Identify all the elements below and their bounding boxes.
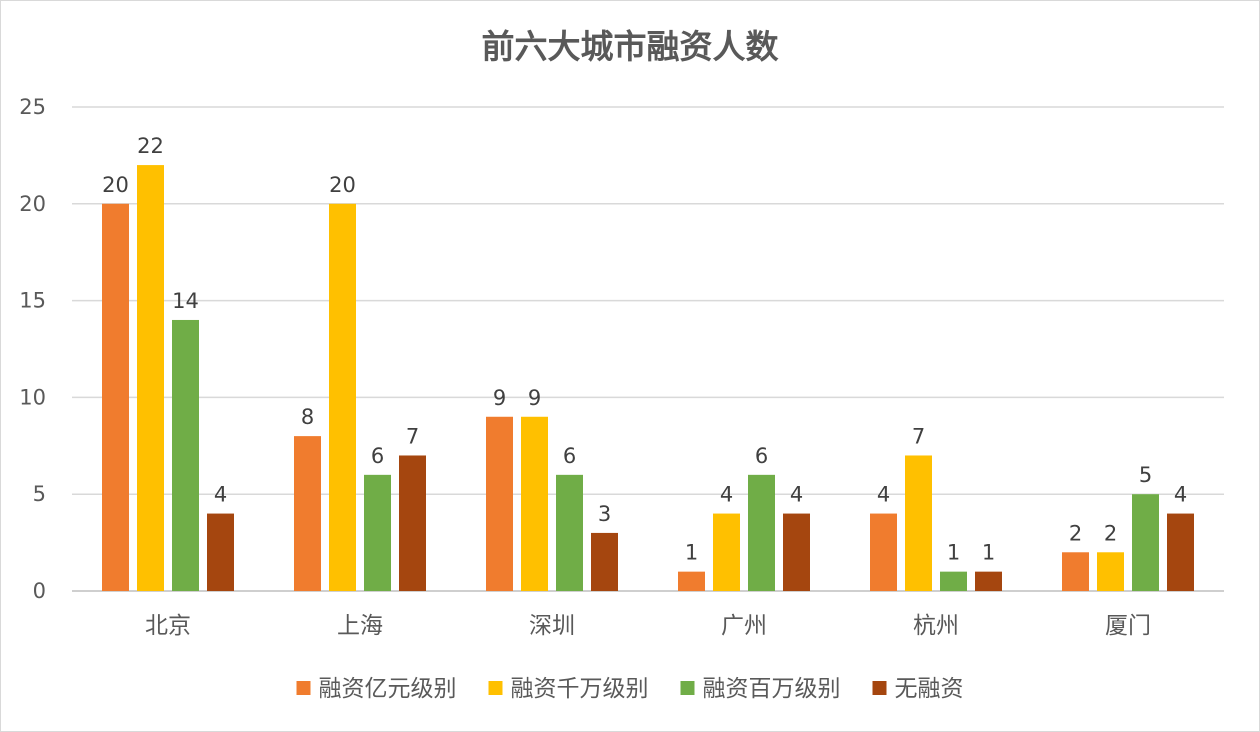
bar [940,571,967,591]
legend-item: 融资亿元级别 [296,676,457,702]
bar [399,455,426,591]
bar [364,474,391,591]
data-label: 4 [720,483,733,507]
bar [1132,494,1159,591]
data-label: 8 [301,405,314,429]
data-label: 2 [1069,521,1082,545]
bar [748,474,775,591]
chart-title: 前六大城市融资人数 [482,27,780,66]
bar [678,571,705,591]
x-category-label: 深圳 [529,613,575,639]
bars [102,165,1194,592]
data-label: 4 [877,483,890,507]
legend: 融资亿元级别 融资千万级别 融资百万级别 无融资 [296,676,964,702]
bar [102,203,129,592]
bar [975,571,1002,591]
data-label: 4 [1174,483,1187,507]
data-label: 14 [172,289,199,313]
data-label: 1 [947,541,960,565]
legend-label: 融资亿元级别 [319,676,457,702]
bar [905,455,932,591]
legend-swatch [488,681,503,695]
data-label: 4 [790,483,803,507]
legend-item: 融资百万级别 [680,676,841,702]
bar [1097,552,1124,591]
data-label: 2 [1104,521,1117,545]
data-label: 20 [102,173,129,197]
x-category-label: 杭州 [913,613,959,639]
x-category-label: 上海 [337,613,383,639]
data-label: 7 [912,424,925,448]
y-tick-label: 10 [19,385,46,409]
y-tick-label: 0 [33,579,46,603]
bar [591,532,618,591]
data-label: 1 [685,541,698,565]
data-label: 20 [329,173,356,197]
bar [870,513,897,591]
bar [1167,513,1194,591]
legend-label: 融资千万级别 [511,676,649,702]
data-label: 9 [493,386,506,410]
y-axis-ticks: 0 5 10 15 20 25 [19,95,46,603]
data-label: 6 [755,444,768,468]
x-category-label: 广州 [721,613,767,639]
gridlines [72,106,1224,592]
data-label: 5 [1139,463,1152,487]
y-tick-label: 5 [33,482,46,506]
data-label: 9 [528,386,541,410]
bar [1062,552,1089,591]
legend-swatch [296,681,311,695]
x-axis-categories: 北京 上海 深圳 广州 杭州 厦门 [145,613,1151,639]
bar [172,319,199,591]
bar [207,513,234,591]
data-label: 6 [371,444,384,468]
bar [294,436,321,591]
y-tick-label: 25 [19,95,46,119]
y-tick-label: 20 [19,192,46,216]
bar [713,513,740,591]
legend-label: 无融资 [895,676,964,702]
data-label: 22 [137,134,164,158]
legend-swatch [680,681,695,695]
data-label: 3 [598,502,611,526]
x-category-label: 北京 [145,613,191,639]
data-label: 4 [214,483,227,507]
x-category-label: 厦门 [1105,613,1151,639]
bar [521,416,548,591]
legend-swatch [872,681,887,695]
bar [486,416,513,591]
bar [329,203,356,592]
data-label: 6 [563,444,576,468]
legend-item: 无融资 [872,676,964,702]
bar [137,165,164,591]
data-label: 1 [982,541,995,565]
bar [783,513,810,591]
legend-item: 融资千万级别 [488,676,649,702]
bar [556,474,583,591]
data-label: 7 [406,424,419,448]
legend-label: 融资百万级别 [703,676,841,702]
y-tick-label: 15 [19,289,46,313]
